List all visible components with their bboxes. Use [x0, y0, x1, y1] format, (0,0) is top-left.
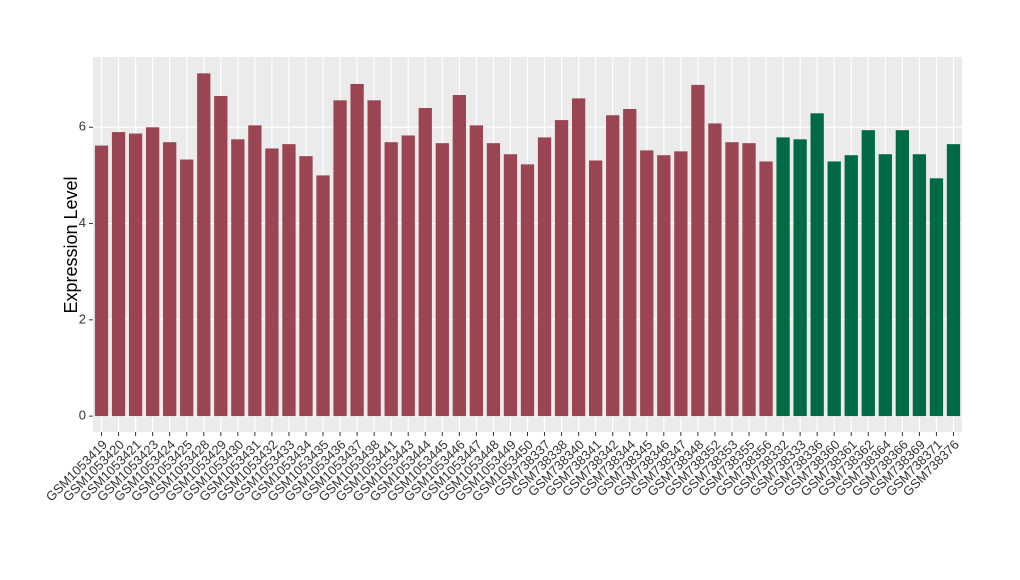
bar	[248, 125, 262, 417]
bar	[708, 123, 722, 417]
y-tick-label: 0	[79, 408, 86, 423]
bar	[742, 143, 756, 417]
bar	[657, 155, 671, 417]
bar	[469, 125, 484, 417]
y-tick-label: 2	[79, 311, 86, 326]
bar	[537, 137, 552, 417]
bar	[861, 130, 875, 417]
bar	[844, 155, 858, 417]
bar	[503, 154, 518, 417]
bar	[333, 100, 347, 417]
bar	[776, 137, 790, 417]
bar	[554, 120, 569, 417]
bar	[827, 161, 841, 417]
bar	[810, 113, 824, 417]
bar	[418, 108, 432, 417]
bar	[384, 142, 398, 417]
bar	[197, 73, 211, 417]
bar	[623, 108, 637, 417]
y-tick-label: 4	[79, 215, 86, 230]
bar	[435, 143, 449, 417]
bar	[589, 160, 603, 417]
bar	[128, 133, 143, 417]
bar	[571, 98, 586, 417]
bar	[231, 139, 245, 417]
bar	[282, 144, 296, 417]
bar	[265, 148, 279, 417]
bar	[895, 130, 910, 417]
bar	[299, 156, 313, 417]
bar	[163, 142, 177, 417]
bar	[640, 150, 654, 417]
bar	[759, 161, 773, 417]
y-axis-title: Expression Level	[61, 176, 81, 313]
bar	[316, 175, 330, 417]
bar	[452, 95, 466, 417]
y-tick-label: 6	[79, 119, 86, 134]
bar	[145, 127, 160, 417]
bar	[367, 100, 381, 417]
bar	[401, 135, 415, 417]
bar	[94, 145, 109, 417]
bar	[486, 143, 501, 417]
bar	[691, 84, 705, 417]
bar	[929, 178, 944, 417]
bar	[214, 95, 228, 417]
bar	[674, 151, 688, 417]
bar	[878, 154, 892, 417]
bar	[606, 115, 620, 417]
bar	[180, 159, 194, 417]
bar	[725, 142, 739, 417]
bar	[350, 83, 364, 417]
bar	[946, 144, 961, 417]
bar	[111, 132, 126, 417]
bar	[793, 139, 807, 417]
bar	[912, 154, 927, 417]
bar	[520, 164, 535, 417]
